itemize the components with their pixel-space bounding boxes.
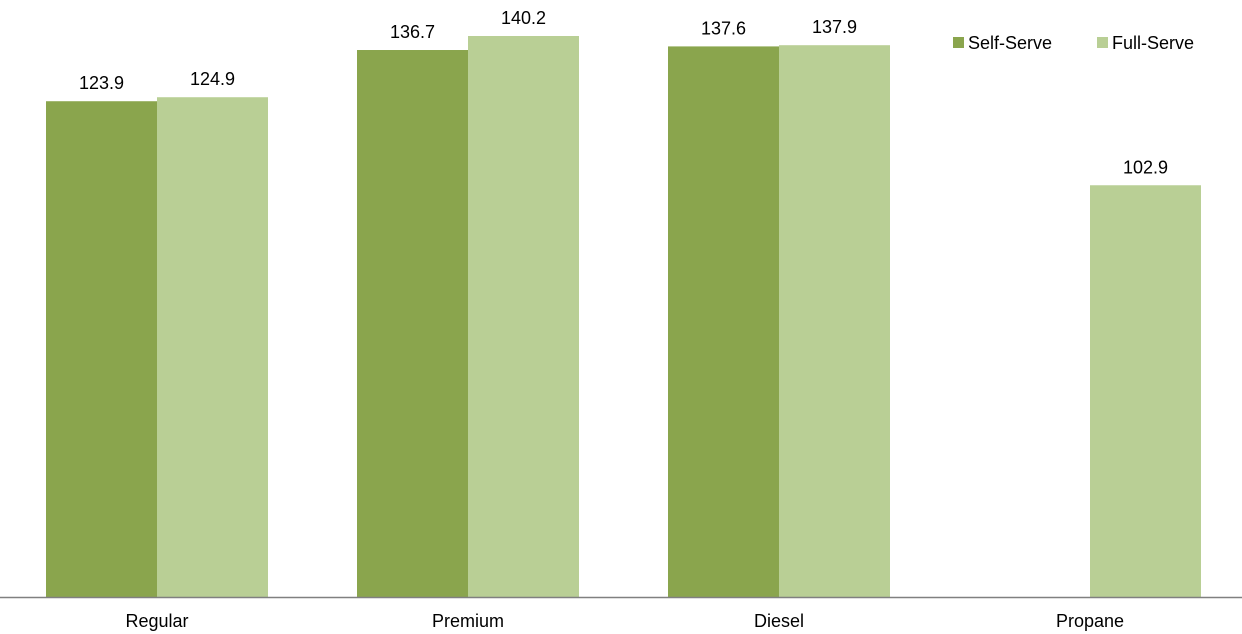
value-label-diesel-full-serve: 137.9 [812,17,857,37]
category-labels-group: Regular Premium Diesel Propane [125,611,1124,631]
value-label-regular-self-serve: 123.9 [79,73,124,93]
bar-regular-self-serve [46,101,157,597]
legend-label-self-serve: Self-Serve [968,33,1052,53]
bar-diesel-self-serve [668,46,779,598]
bar-diesel-full-serve [779,45,890,597]
category-label-propane: Propane [1056,611,1124,631]
value-labels-group: 123.9 124.9 136.7 140.2 137.6 137.9 102.9 [79,8,1168,177]
legend-swatch-full-serve [1097,37,1108,48]
bar-propane-full-serve [1090,185,1201,597]
value-label-propane-full-serve: 102.9 [1123,157,1168,177]
legend-label-full-serve: Full-Serve [1112,33,1194,53]
category-label-premium: Premium [432,611,504,631]
value-label-diesel-self-serve: 137.6 [701,18,746,38]
category-label-diesel: Diesel [754,611,804,631]
bar-premium-self-serve [357,50,468,597]
legend: Self-Serve Full-Serve [953,33,1194,53]
legend-swatch-self-serve [953,37,964,48]
bar-regular-full-serve [157,97,268,597]
bar-premium-full-serve [468,36,579,597]
value-label-regular-full-serve: 124.9 [190,69,235,89]
bars-group [46,36,1201,598]
category-label-regular: Regular [125,611,188,631]
value-label-premium-full-serve: 140.2 [501,8,546,28]
value-label-premium-self-serve: 136.7 [390,22,435,42]
